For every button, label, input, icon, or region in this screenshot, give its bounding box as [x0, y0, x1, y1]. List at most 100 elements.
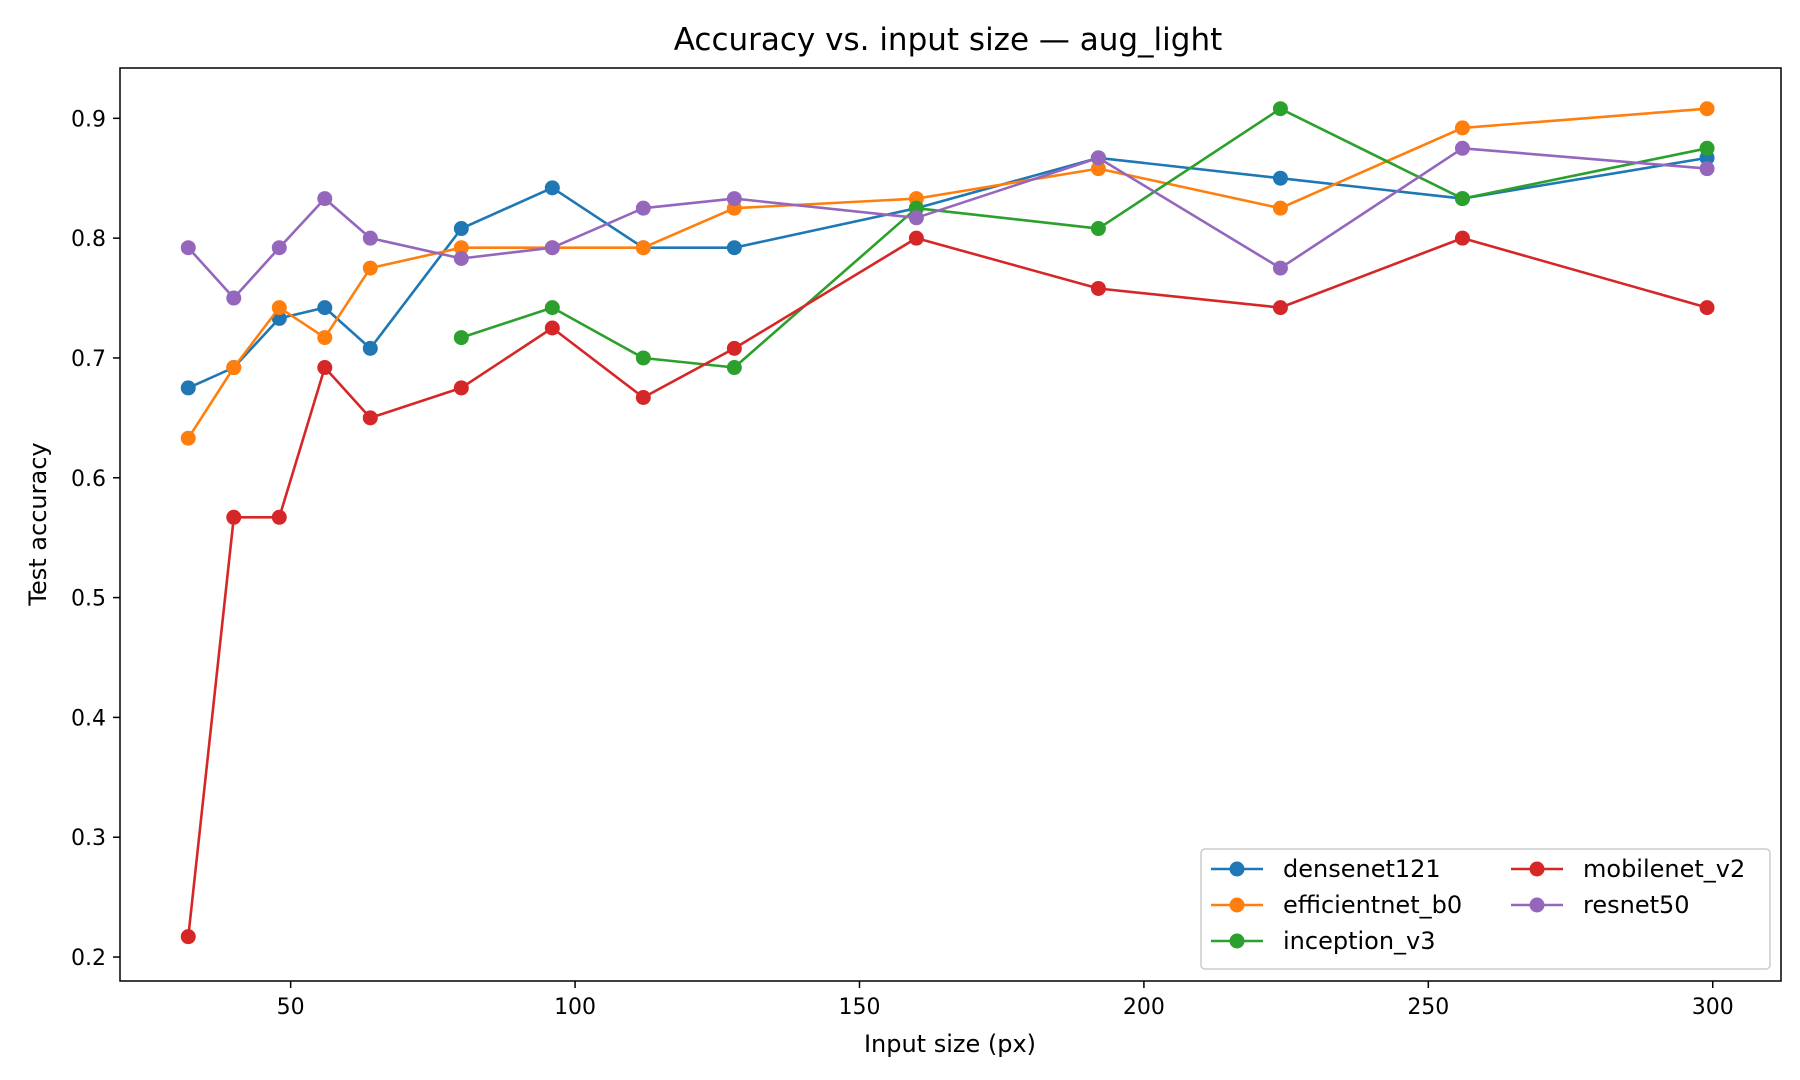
x-axis: 50 100 150 200 250 300 — [277, 981, 1734, 1020]
data-point — [226, 360, 242, 376]
data-point — [726, 240, 742, 256]
legend-box — [1200, 848, 1771, 970]
data-point — [1454, 140, 1470, 156]
legend-label: inception_v3 — [1283, 927, 1436, 955]
data-point — [453, 221, 469, 237]
data-point — [180, 240, 196, 256]
data-point — [635, 389, 651, 405]
data-point — [317, 300, 333, 316]
data-point — [453, 380, 469, 396]
data-point — [1699, 101, 1715, 117]
data-point — [1090, 161, 1106, 177]
x-tick-label: 150 — [838, 995, 880, 1020]
data-point — [317, 191, 333, 207]
y-axis-label: Test accuracy — [24, 442, 52, 606]
legend-label: resnet50 — [1583, 891, 1690, 919]
data-point — [180, 929, 196, 945]
data-point — [544, 240, 560, 256]
data-point — [271, 509, 287, 525]
x-tick-label: 50 — [277, 995, 305, 1020]
data-point — [726, 191, 742, 207]
data-point — [362, 260, 378, 276]
data-point — [317, 330, 333, 346]
data-point — [1272, 260, 1288, 276]
legend-item: efficientnet_b0 — [1211, 891, 1462, 919]
data-point — [1272, 200, 1288, 216]
data-point — [1699, 161, 1715, 177]
x-tick-label: 250 — [1407, 995, 1449, 1020]
data-point — [180, 380, 196, 396]
data-point — [1272, 300, 1288, 316]
data-point — [1454, 191, 1470, 207]
y-axis: 0.2 0.3 0.4 0.5 0.6 0.7 0.8 0.9 — [71, 107, 120, 971]
data-point — [635, 350, 651, 366]
legend-item: resnet50 — [1511, 891, 1690, 919]
legend-swatch-marker — [1229, 933, 1245, 949]
legend-label: efficientnet_b0 — [1283, 891, 1462, 919]
data-point — [544, 320, 560, 336]
data-point — [908, 230, 924, 246]
y-tick-label: 0.5 — [71, 587, 106, 612]
data-point — [544, 180, 560, 196]
legend: densenet121 efficientnet_b0 inception_v3 mo… — [1200, 848, 1771, 970]
series-line — [187, 147, 1708, 300]
data-point — [1699, 300, 1715, 316]
data-point — [362, 410, 378, 426]
legend-item: densenet121 — [1211, 855, 1441, 883]
y-tick-label: 0.9 — [71, 107, 106, 132]
x-axis-label: Input size (px) — [864, 1030, 1036, 1058]
data-point — [453, 330, 469, 346]
y-tick-label: 0.7 — [71, 347, 106, 372]
data-point — [1090, 280, 1106, 296]
data-point — [453, 240, 469, 256]
data-point — [1699, 140, 1715, 156]
data-point — [453, 251, 469, 267]
data-point — [1272, 170, 1288, 186]
data-point — [635, 200, 651, 216]
data-point — [1454, 120, 1470, 136]
legend-label: densenet121 — [1283, 855, 1441, 883]
y-tick-label: 0.4 — [71, 706, 106, 731]
x-tick-label: 300 — [1692, 995, 1734, 1020]
plot-frame — [119, 67, 1782, 982]
legend-swatch-marker — [1229, 861, 1245, 877]
y-tick-label: 0.8 — [71, 227, 106, 252]
legend-swatch-marker — [1529, 897, 1545, 913]
legend-label: mobilenet_v2 — [1583, 855, 1745, 883]
y-tick-label: 0.2 — [71, 946, 106, 971]
data-point — [635, 240, 651, 256]
data-point — [362, 230, 378, 246]
series-line — [187, 107, 1708, 439]
series-line — [187, 156, 1708, 390]
data-point — [1454, 230, 1470, 246]
series-layer — [180, 101, 1715, 945]
data-point — [726, 340, 742, 356]
data-point — [1090, 221, 1106, 237]
legend-item: inception_v3 — [1211, 927, 1436, 955]
data-point — [271, 300, 287, 316]
data-point — [544, 300, 560, 316]
data-point — [908, 210, 924, 226]
legend-swatch-marker — [1529, 861, 1545, 877]
chart-title: Accuracy vs. input size — aug_light — [674, 22, 1223, 58]
legend-swatch-marker — [1229, 897, 1245, 913]
series-mobilenet_v2 — [180, 230, 1715, 945]
legend-item: mobilenet_v2 — [1511, 855, 1745, 883]
data-point — [271, 240, 287, 256]
x-tick-label: 200 — [1123, 995, 1165, 1020]
series-resnet50 — [180, 140, 1715, 306]
plot-area — [120, 68, 1781, 981]
data-point — [226, 290, 242, 306]
data-point — [1272, 101, 1288, 117]
data-point — [317, 360, 333, 376]
data-point — [180, 430, 196, 446]
series-line — [187, 236, 1708, 937]
y-tick-label: 0.6 — [71, 467, 106, 492]
x-tick-label: 100 — [554, 995, 596, 1020]
data-point — [362, 340, 378, 356]
data-point — [226, 509, 242, 525]
y-tick-label: 0.3 — [71, 826, 106, 851]
data-point — [726, 360, 742, 376]
data-point — [1090, 150, 1106, 166]
